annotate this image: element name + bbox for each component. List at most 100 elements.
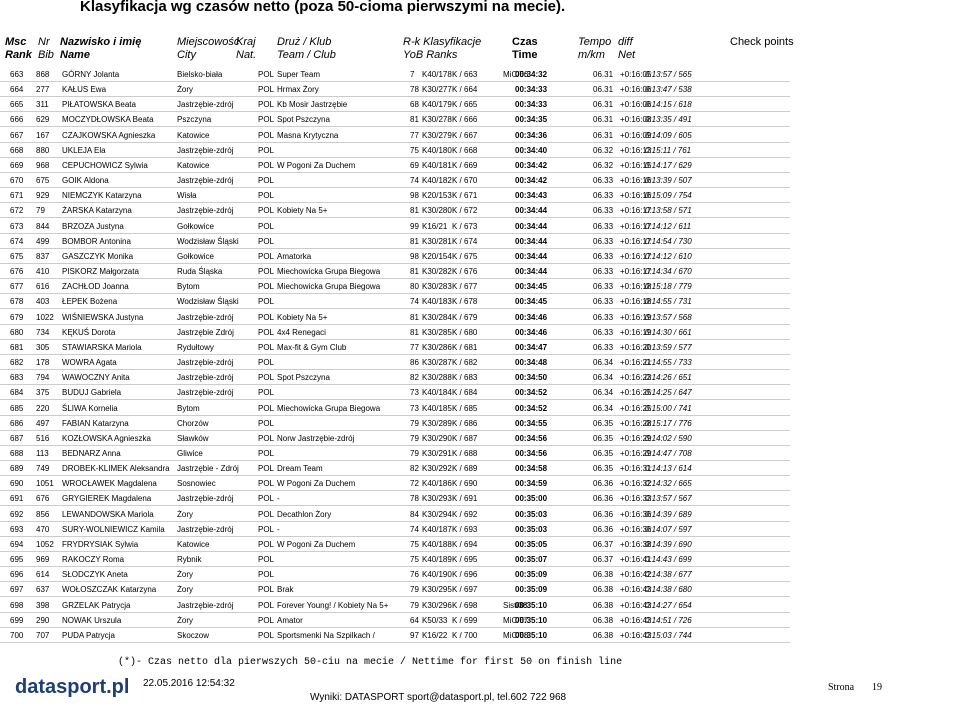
bib: 178 bbox=[36, 358, 50, 368]
club: W Pogoni Za Duchem bbox=[277, 539, 356, 549]
column-header: Check points bbox=[730, 36, 794, 48]
diff: +0:16:06 bbox=[620, 100, 652, 110]
bib: 516 bbox=[36, 433, 50, 443]
pace: 06.33 bbox=[593, 236, 614, 246]
city: Chorzów bbox=[177, 418, 209, 428]
rank: 698 bbox=[10, 600, 24, 610]
diff: +0:16:31 bbox=[620, 464, 652, 474]
age-rank: K40/180 bbox=[422, 145, 452, 155]
row-rule bbox=[0, 126, 790, 128]
club: Masna Krytyczna bbox=[277, 130, 339, 140]
pace: 06.32 bbox=[593, 145, 614, 155]
nat: POL bbox=[258, 494, 275, 504]
pace: 06.33 bbox=[593, 342, 614, 352]
time: 00:34:46 bbox=[515, 312, 548, 322]
row-rule bbox=[0, 247, 790, 249]
name: STAWIARSKA Mariola bbox=[62, 342, 142, 352]
city: Wodzisław Śląski bbox=[177, 236, 239, 246]
name: ZACHŁOD Joanna bbox=[62, 282, 129, 292]
time: 00:34:45 bbox=[515, 282, 548, 292]
name: BRZOZA Justyna bbox=[62, 221, 124, 231]
name: GASZCZYK Monika bbox=[62, 251, 134, 261]
yob: 81 bbox=[410, 312, 419, 322]
time: 00:34:44 bbox=[515, 267, 548, 277]
title: Klasyfikacja wg czasów netto (poza 50-ci… bbox=[80, 0, 566, 15]
club: - bbox=[277, 524, 280, 534]
net: 0:14:13 / 614 bbox=[645, 464, 692, 474]
rank: 671 bbox=[10, 191, 24, 201]
name: PUDA Patrycja bbox=[62, 630, 115, 640]
yob: 82 bbox=[410, 464, 419, 474]
pace: 06.38 bbox=[593, 570, 614, 580]
pace: 06.33 bbox=[593, 267, 614, 277]
pace: 06.36 bbox=[593, 494, 614, 504]
club: W Pogoni Za Duchem bbox=[277, 160, 356, 170]
gender-rank: K / 697 bbox=[452, 585, 478, 595]
bib: 794 bbox=[36, 373, 50, 383]
bib: 398 bbox=[36, 600, 50, 610]
diff: +0:16:20 bbox=[620, 342, 652, 352]
age-rank: K30/292 bbox=[422, 464, 452, 474]
gender-rank: K / 684 bbox=[452, 388, 478, 398]
column-header: Team / Club bbox=[277, 49, 336, 61]
rank: 699 bbox=[10, 615, 24, 625]
city: Katowice bbox=[177, 539, 210, 549]
row-rule bbox=[0, 596, 790, 598]
gender-rank: K / 687 bbox=[452, 433, 478, 443]
net: 0:14:51 / 726 bbox=[645, 615, 692, 625]
date: 22.05.2016 12:54:32 bbox=[143, 678, 235, 689]
nat: POL bbox=[258, 418, 275, 428]
nat: POL bbox=[258, 388, 275, 398]
net: 0:14:26 / 651 bbox=[645, 373, 692, 383]
pace: 06.34 bbox=[593, 373, 614, 383]
net: 0:15:17 / 776 bbox=[645, 418, 692, 428]
yob: 75 bbox=[410, 539, 419, 549]
bib: 880 bbox=[36, 145, 50, 155]
net: 0:13:57 / 568 bbox=[645, 312, 692, 322]
bib: 375 bbox=[36, 388, 50, 398]
rank: 681 bbox=[10, 342, 24, 352]
rank: 686 bbox=[10, 418, 24, 428]
yob: 76 bbox=[410, 570, 419, 580]
time: 00:34:58 bbox=[515, 464, 548, 474]
name: KOZŁOWSKA Agnieszka bbox=[62, 433, 151, 443]
rank: 700 bbox=[10, 630, 24, 640]
time: 00:35:10 bbox=[515, 600, 548, 610]
age-rank: K30/295 bbox=[422, 585, 452, 595]
yob: 7 bbox=[410, 70, 415, 79]
bib: 290 bbox=[36, 615, 50, 625]
city: Wodzisław Śląski bbox=[177, 297, 239, 307]
diff: +0:16:29 bbox=[620, 433, 652, 443]
row-rule bbox=[0, 278, 790, 280]
row-rule bbox=[0, 520, 790, 522]
rank: 683 bbox=[10, 373, 24, 383]
diff: +0:16:16 bbox=[620, 176, 652, 186]
time: 00:34:52 bbox=[515, 403, 548, 413]
bib: 113 bbox=[36, 449, 49, 458]
club: Amator bbox=[277, 615, 303, 625]
row-rule bbox=[0, 293, 790, 295]
city: Żory bbox=[177, 85, 193, 95]
net: 0:14:38 / 677 bbox=[645, 570, 692, 580]
column-header: Miejscowość bbox=[177, 36, 240, 48]
gender-rank: K / 668 bbox=[452, 145, 478, 155]
pace: 06.37 bbox=[593, 539, 614, 549]
pace: 06.34 bbox=[593, 358, 614, 368]
name: GOIK Aldona bbox=[62, 176, 109, 186]
column-header: Bib bbox=[38, 49, 54, 61]
row-rule bbox=[0, 550, 790, 552]
net: 0:14:47 / 708 bbox=[645, 449, 692, 458]
nat: POL bbox=[258, 327, 275, 337]
city: Jastrzębie-zdrój bbox=[177, 494, 234, 504]
city: Gołkowice bbox=[177, 251, 214, 261]
city: Jastrzębie-zdrój bbox=[177, 373, 234, 383]
rank: 679 bbox=[10, 312, 24, 322]
time: 00:34:33 bbox=[515, 100, 548, 110]
time: 00:34:47 bbox=[515, 342, 548, 352]
club: Brak bbox=[277, 585, 294, 595]
yob: 74 bbox=[410, 176, 419, 186]
city: Bielsko-biała bbox=[177, 70, 223, 79]
time: 00:34:44 bbox=[515, 236, 548, 246]
rank: 690 bbox=[10, 479, 24, 489]
age-rank: K30/285 bbox=[422, 327, 452, 337]
